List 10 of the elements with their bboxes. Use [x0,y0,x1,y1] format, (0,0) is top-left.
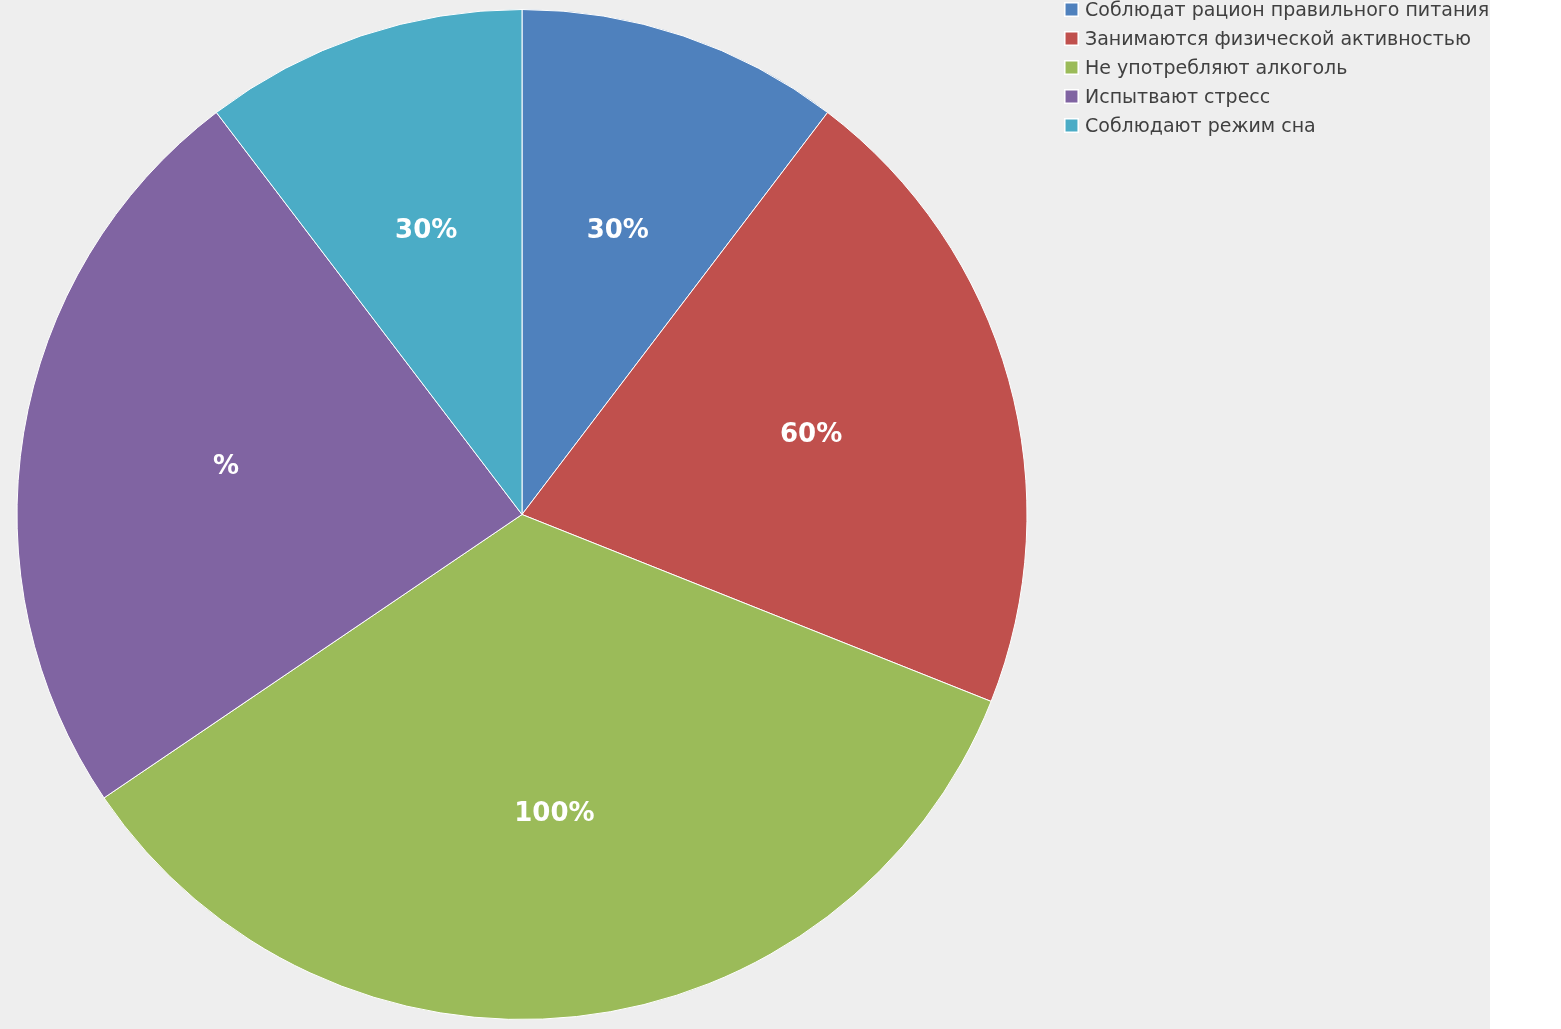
data-label: 30% [586,214,649,245]
data-label: 30% [395,214,458,245]
data-label: % [212,449,239,480]
legend-label: Занимаются физической активностью [1085,26,1471,49]
data-label: 100% [514,796,595,827]
legend-label: Не употребляют алкоголь [1085,55,1348,78]
legend-label: Соблюдают режим сна [1085,113,1316,136]
legend-label: Соблюдат рацион правильного питания [1085,0,1490,20]
data-label: 60% [779,418,843,449]
legend-label: Испытвают стресс [1085,84,1271,107]
